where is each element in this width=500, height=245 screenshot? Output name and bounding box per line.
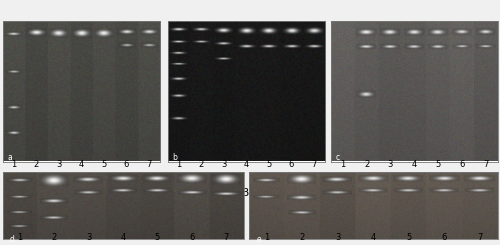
Text: 2: 2	[300, 233, 305, 242]
Text: 1: 1	[17, 233, 22, 242]
Text: 6: 6	[459, 160, 464, 169]
Text: 5: 5	[266, 160, 272, 169]
Text: c: c	[336, 153, 340, 162]
Text: 4: 4	[78, 160, 84, 169]
Text: 2: 2	[198, 160, 204, 169]
Text: 4: 4	[120, 233, 126, 242]
Text: 2: 2	[52, 233, 57, 242]
Text: 5: 5	[155, 233, 160, 242]
Text: 6: 6	[442, 233, 447, 242]
Text: 3: 3	[221, 160, 226, 169]
Text: 5: 5	[436, 160, 440, 169]
Text: 7: 7	[311, 160, 316, 169]
Text: 3: 3	[86, 233, 92, 242]
Text: 1: 1	[11, 160, 16, 169]
Text: 1: 1	[264, 233, 270, 242]
Text: 7: 7	[477, 233, 482, 242]
Text: 3: 3	[56, 160, 62, 169]
Text: 2: 2	[34, 160, 39, 169]
Text: 4: 4	[244, 160, 249, 169]
Text: 1: 1	[176, 160, 182, 169]
Text: 4: 4	[370, 233, 376, 242]
Text: 4: 4	[412, 160, 417, 169]
Text: e: e	[256, 235, 261, 244]
Text: 5: 5	[101, 160, 106, 169]
Text: 7: 7	[224, 233, 229, 242]
Text: 3: 3	[388, 160, 393, 169]
Text: 5: 5	[406, 233, 411, 242]
Text: 6: 6	[189, 233, 194, 242]
Text: （C）: （C）	[404, 187, 425, 197]
Text: a: a	[7, 153, 12, 162]
Text: b: b	[172, 153, 177, 162]
Text: 3: 3	[335, 233, 340, 242]
Text: 6: 6	[124, 160, 129, 169]
Text: 7: 7	[146, 160, 152, 169]
Text: 2: 2	[364, 160, 370, 169]
Text: （A）: （A）	[71, 187, 92, 197]
Text: d: d	[10, 235, 14, 244]
Text: 7: 7	[483, 160, 488, 169]
Text: 6: 6	[288, 160, 294, 169]
Text: （B）: （B）	[236, 187, 256, 197]
Text: 1: 1	[340, 160, 345, 169]
